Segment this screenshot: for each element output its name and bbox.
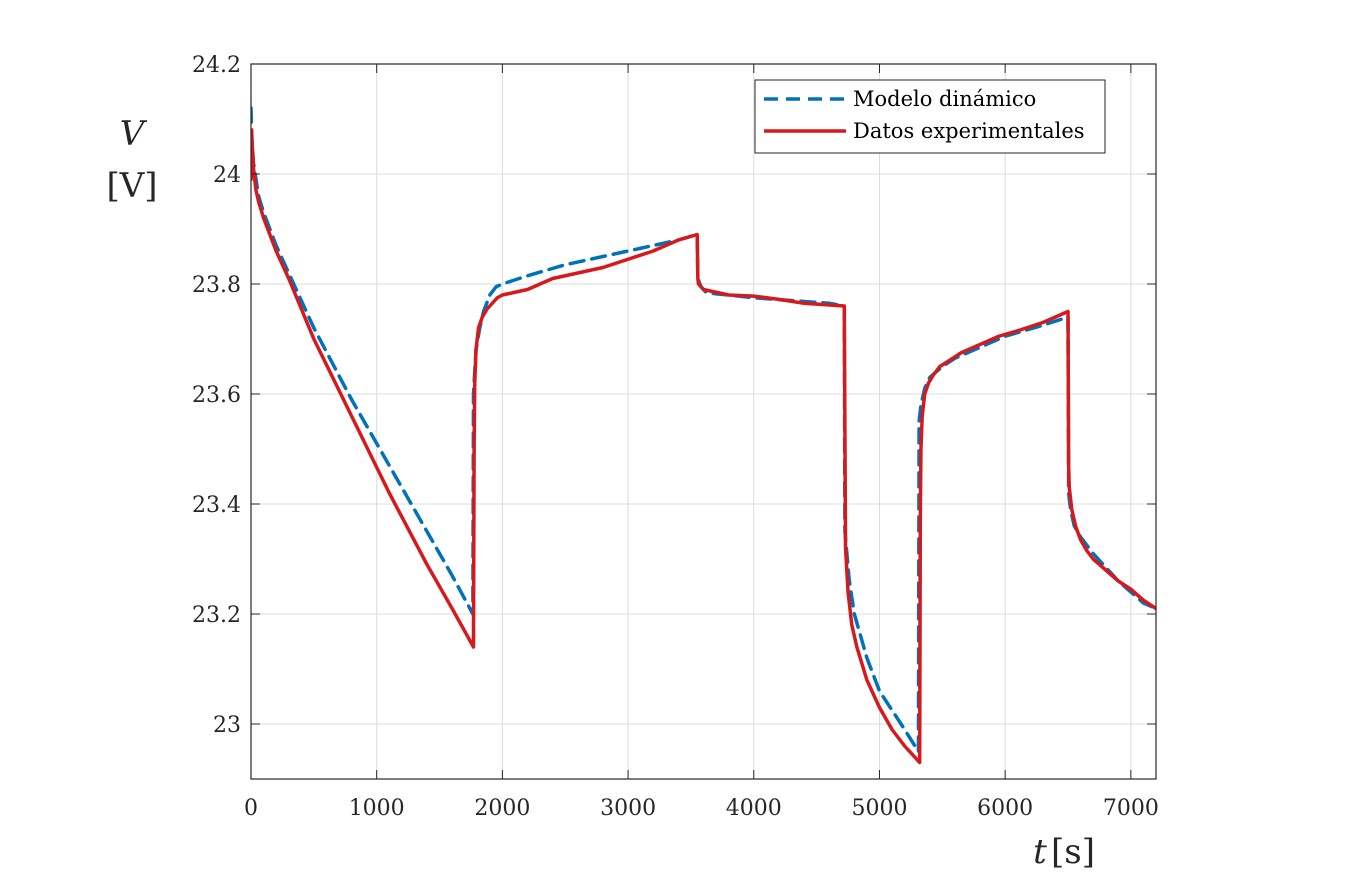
series-datos-experimentales-line: [251, 128, 1156, 765]
y-tick-label: 24: [213, 163, 241, 188]
axes-box: [250, 63, 1157, 780]
y-tick-label: 23.8: [192, 273, 241, 298]
x-axis-label-var: t: [1033, 832, 1047, 872]
y-tick-label: 24.2: [192, 53, 241, 78]
x-tick-label: 3000: [600, 796, 656, 821]
legend-entry-modelo: Modelo dinámico: [853, 87, 1036, 111]
legend-entry-datos: Datos experimentales: [853, 119, 1085, 143]
x-tick-label: 6000: [977, 796, 1033, 821]
y-tick-label: 23.6: [192, 383, 241, 408]
legend: Modelo dinámico Datos experimentales: [754, 79, 1106, 154]
legend-box: [754, 79, 1106, 154]
grid: [250, 63, 1156, 779]
x-tick-label: 0: [244, 796, 258, 821]
y-axis-label-var: V: [120, 114, 148, 154]
x-tick-label: 5000: [851, 796, 907, 821]
x-tick-label: 7000: [1103, 796, 1159, 821]
y-tick-label: 23.4: [192, 493, 241, 518]
y-tick-label: 23: [213, 713, 241, 738]
x-axis-label-unit: [s]: [1051, 832, 1095, 872]
x-tick-label: 2000: [474, 796, 530, 821]
series-modelo-dinamico-line: [251, 106, 1156, 754]
plot-area: [251, 106, 1156, 765]
x-tick-label: 4000: [726, 796, 782, 821]
x-tick-label: 1000: [349, 796, 405, 821]
y-tick-label: 23.2: [192, 603, 241, 628]
axis-ticks: 0 1000 2000 3000 4000 5000 6000 7000 23 23.2 23.4 2…: [192, 53, 1159, 821]
y-axis-label-unit: [V]: [106, 166, 157, 206]
